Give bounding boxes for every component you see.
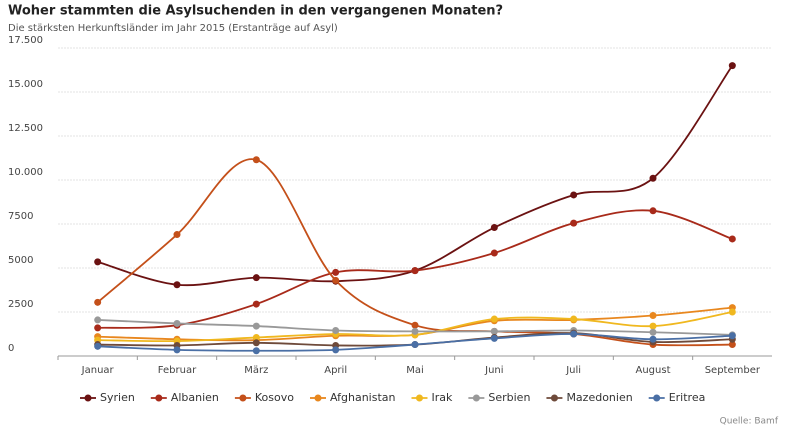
- legend-label: Albanien: [171, 391, 219, 404]
- data-point: [94, 258, 102, 266]
- data-point: [252, 334, 260, 342]
- legend-marker: [550, 394, 558, 402]
- source: Quelle: Bamf: [720, 417, 779, 427]
- data-point: [490, 334, 498, 342]
- x-tick-label: April: [324, 365, 347, 376]
- legend-marker: [239, 394, 247, 402]
- legend-label: Mazedonien: [566, 391, 632, 404]
- data-point: [649, 207, 657, 215]
- chart-subtitle: Die stärksten Herkunftsländer im Jahr 20…: [8, 23, 338, 34]
- legend-label: Serbien: [488, 391, 530, 404]
- data-point: [94, 298, 102, 306]
- x-tick-label: Mai: [406, 365, 424, 376]
- legend-label: Syrien: [100, 391, 135, 404]
- data-point: [252, 322, 260, 330]
- y-tick-label: 0: [8, 343, 14, 354]
- data-point: [570, 219, 578, 227]
- data-point: [728, 62, 736, 70]
- data-point: [570, 330, 578, 338]
- data-point: [252, 274, 260, 282]
- data-point: [570, 315, 578, 323]
- x-tick-label: Juni: [484, 365, 503, 376]
- data-point: [411, 321, 419, 329]
- data-point: [411, 327, 419, 335]
- data-point: [728, 332, 736, 340]
- legend-label: Afghanistan: [330, 391, 396, 404]
- data-point: [173, 346, 181, 354]
- series-line: [97, 65, 734, 287]
- y-tick-label: 2500: [8, 299, 33, 310]
- data-point: [94, 342, 102, 350]
- data-point: [490, 224, 498, 232]
- y-tick-label: 5000: [8, 255, 33, 266]
- data-point: [173, 281, 181, 289]
- data-point: [252, 347, 260, 355]
- data-point: [252, 339, 260, 347]
- legend-marker: [472, 394, 480, 402]
- data-point: [94, 316, 102, 324]
- data-point: [490, 327, 498, 335]
- data-point: [649, 312, 657, 320]
- data-point: [649, 174, 657, 182]
- legend-marker: [415, 394, 423, 402]
- data-point: [728, 235, 736, 243]
- data-point: [411, 267, 419, 275]
- data-point: [570, 191, 578, 199]
- data-point: [728, 308, 736, 316]
- x-tick-label: März: [244, 365, 268, 376]
- data-point: [173, 231, 181, 239]
- y-tick-label: 12.500: [8, 123, 43, 134]
- y-tick-label: 15.000: [8, 79, 43, 90]
- data-point: [490, 249, 498, 257]
- data-point: [728, 341, 736, 349]
- legend-label: Eritrea: [669, 391, 706, 404]
- data-point: [252, 156, 260, 164]
- data-point: [173, 319, 181, 327]
- data-point: [332, 326, 340, 334]
- data-point: [252, 300, 260, 308]
- data-point: [649, 335, 657, 343]
- y-tick-label: 17.500: [8, 35, 43, 46]
- legend-marker: [314, 394, 322, 402]
- y-tick-label: 7500: [8, 211, 33, 222]
- data-point: [332, 346, 340, 354]
- x-tick-label: Januar: [81, 365, 115, 376]
- x-tick-label: August: [636, 365, 671, 376]
- x-tick-label: Juli: [565, 365, 581, 376]
- x-tick-label: Februar: [158, 365, 197, 376]
- chart-title: Woher stammten die Asylsuchenden in den …: [8, 4, 503, 19]
- data-point: [411, 341, 419, 349]
- legend-label: Irak: [431, 391, 453, 404]
- legend-marker: [653, 394, 661, 402]
- series-line: [97, 158, 733, 347]
- x-tick-label: September: [705, 365, 761, 376]
- data-point: [649, 328, 657, 336]
- legend-marker: [84, 394, 92, 402]
- data-point: [332, 268, 340, 276]
- data-point: [332, 276, 340, 284]
- data-point: [94, 324, 102, 332]
- legend-label: Kosovo: [255, 391, 294, 404]
- data-point: [649, 322, 657, 330]
- y-tick-label: 10.000: [8, 167, 43, 178]
- legend-marker: [155, 394, 163, 402]
- data-point: [490, 315, 498, 323]
